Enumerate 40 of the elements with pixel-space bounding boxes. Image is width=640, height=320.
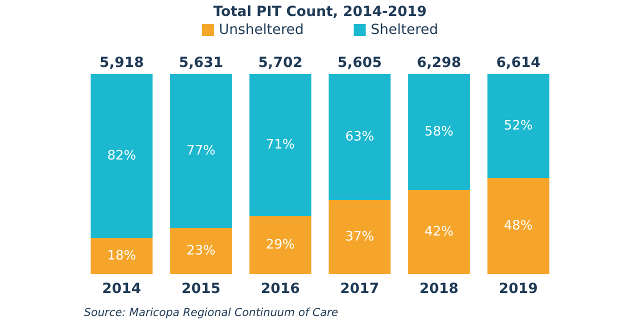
chart-title: Total PIT Count, 2014-2019 <box>213 4 427 20</box>
data-label: 37% <box>345 230 374 244</box>
x-tick-label: 2018 <box>420 281 458 297</box>
data-label: 18% <box>107 248 136 264</box>
data-label: 58% <box>424 124 454 140</box>
data-label: 77% <box>186 144 216 158</box>
bar <box>487 178 550 274</box>
annotation: 5,918 <box>100 55 144 71</box>
annotation: 6,298 <box>416 55 462 71</box>
annotation: 6,614 <box>496 55 541 71</box>
bar <box>90 74 153 238</box>
data-label: 23% <box>186 244 216 258</box>
bar <box>90 238 153 274</box>
bar <box>249 74 312 216</box>
bar <box>408 190 470 274</box>
data-label: 63% <box>345 130 374 144</box>
bar <box>170 228 232 274</box>
x-tick-label: 2019 <box>498 281 538 297</box>
data-label: 29% <box>266 238 295 252</box>
annotation: 5,702 <box>258 55 302 71</box>
data-label: 42% <box>424 224 454 240</box>
data-label: 71% <box>266 138 295 152</box>
data-label: 48% <box>504 218 533 234</box>
bar <box>408 74 470 190</box>
bar <box>328 200 391 274</box>
bar <box>487 74 550 178</box>
bar <box>170 74 232 228</box>
x-tick-label: 2016 <box>260 281 300 297</box>
source-note: Source: Maricopa Regional Continuum of Care <box>84 306 338 319</box>
annotation: 5,605 <box>338 55 382 71</box>
x-tick-label: 2015 <box>182 281 220 297</box>
data-label: 82% <box>107 148 136 164</box>
bar <box>249 216 312 274</box>
bar <box>328 74 391 200</box>
data-label: 52% <box>504 118 533 134</box>
annotation: 5,631 <box>178 55 224 71</box>
x-tick-label: 2014 <box>102 281 142 297</box>
legend-label: Unsheltered <box>218 22 304 38</box>
x-tick-label: 2017 <box>340 281 380 297</box>
legend-label: Sheltered <box>370 22 438 38</box>
